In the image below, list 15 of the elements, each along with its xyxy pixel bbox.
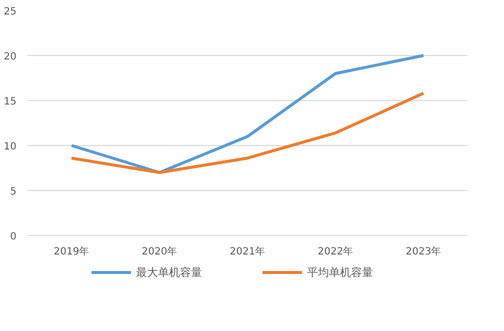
y-tick-label: 5 <box>10 186 17 198</box>
y-tick-label: 15 <box>4 96 17 108</box>
x-tick-label: 2019年 <box>54 246 90 258</box>
legend-label: 平均单机容量 <box>307 264 373 280</box>
x-tick-label: 2020年 <box>142 246 178 258</box>
x-tick-label: 2023年 <box>406 246 442 258</box>
legend-label: 最大单机容量 <box>136 264 202 280</box>
line-series <box>70 92 425 174</box>
line-series <box>70 54 425 174</box>
y-tick-label: 20 <box>4 52 17 62</box>
x-tick-label: 2021年 <box>230 246 266 258</box>
y-tick-label: 25 <box>4 6 17 18</box>
x-tick-label: 2022年 <box>318 246 354 258</box>
y-tick-label: 10 <box>4 142 17 152</box>
y-tick-label: 0 <box>10 232 17 242</box>
